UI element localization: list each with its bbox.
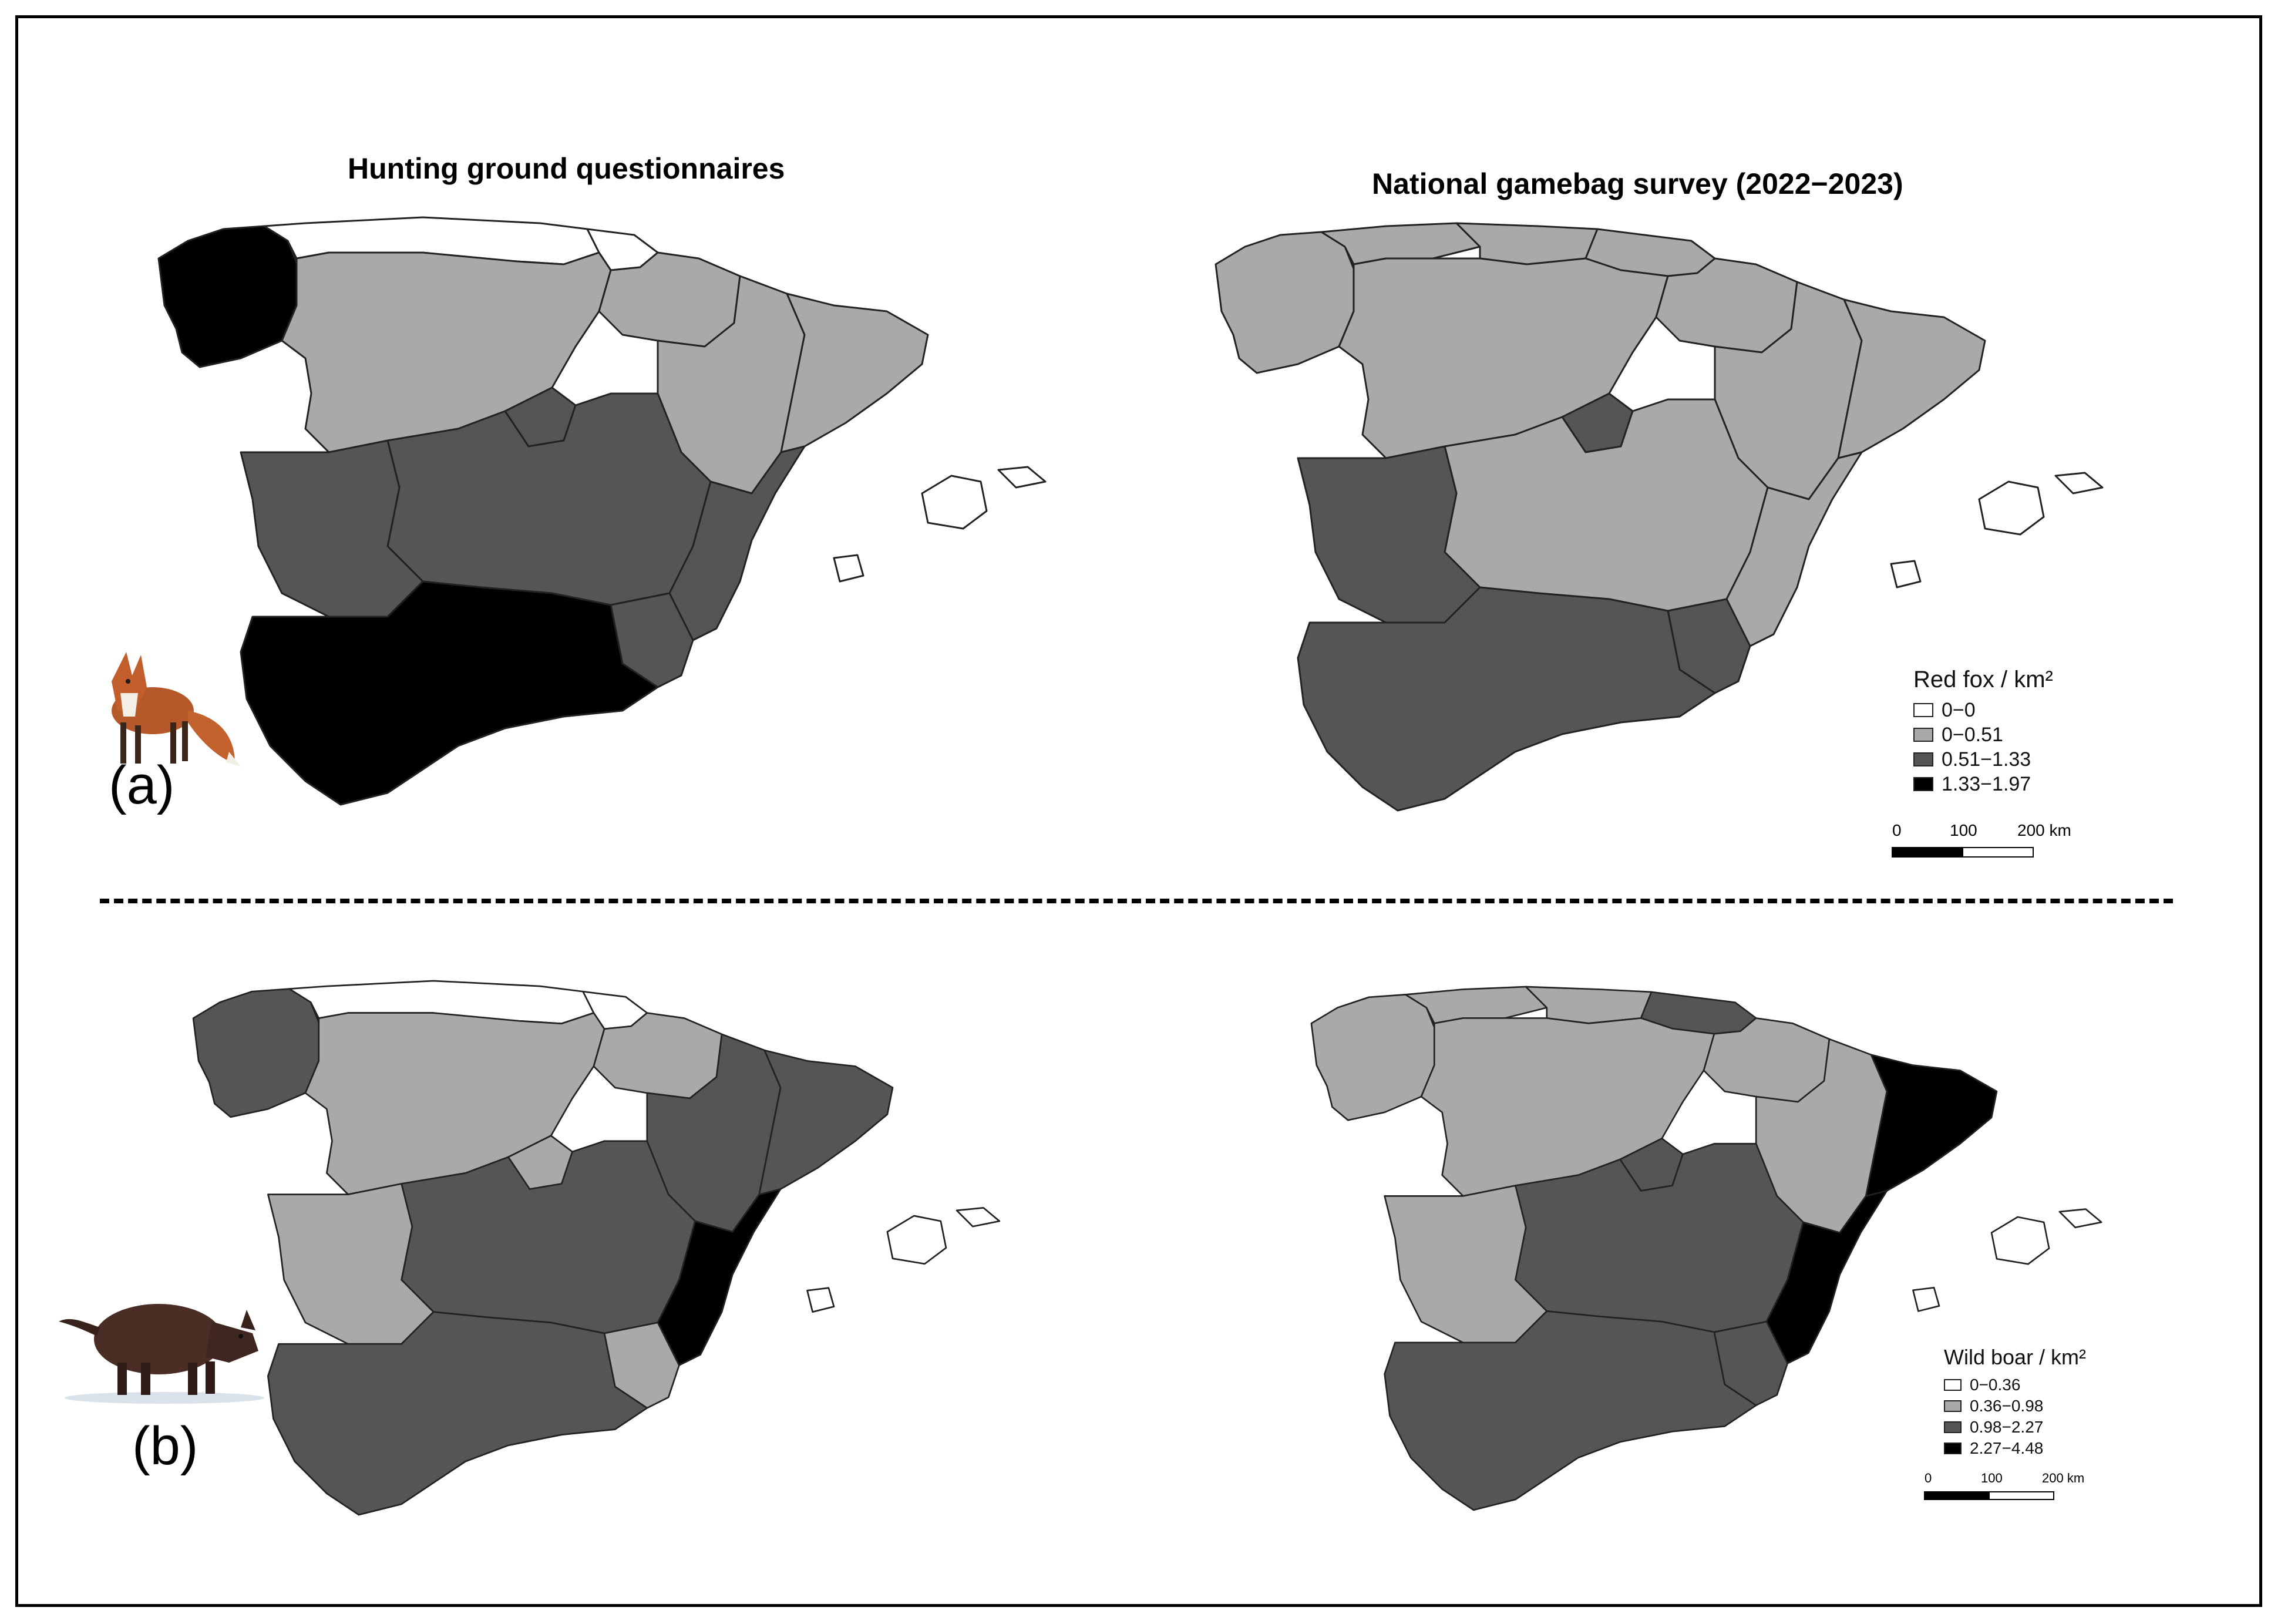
legend-fox-item: 0.51−1.33 (1913, 747, 2053, 772)
region-balearic-islands (956, 1207, 1001, 1228)
map-fox-gamebag (1214, 222, 2104, 812)
figure-frame (15, 15, 2262, 1607)
scalebar-boar-tick-0: 0 (1925, 1471, 1932, 1485)
swatch-class0 (1913, 703, 1933, 717)
map-boar-gamebag (1310, 986, 2102, 1511)
region-balearic-islands (1912, 1286, 1940, 1312)
swatch-class1 (1913, 728, 1933, 742)
scalebar-boar-tick-1: 100 (1981, 1471, 2003, 1485)
legend-fox-item: 0−0 (1913, 698, 2053, 722)
panel-label-b: (b) (132, 1416, 199, 1476)
region-menorca (997, 466, 1047, 489)
scalebar-fox-tick-0: 0 (1892, 821, 1902, 839)
region-andalusia (1384, 1310, 1757, 1511)
region-balearic-islands (2058, 1208, 2102, 1229)
swatch-class0 (1944, 1379, 1962, 1391)
swatch-class2 (1944, 1421, 1962, 1433)
region-balearic-islands (806, 1287, 835, 1313)
region-valencia (1725, 451, 1863, 647)
legend-fox-item: 1.33−1.97 (1913, 772, 2053, 796)
region-valencia (668, 445, 806, 641)
legend-boar: Wild boar / km² 0−0.36 0.36−0.98 0.98−2.… (1944, 1345, 2086, 1459)
map-boar-questionnaires (192, 980, 1001, 1516)
region-galicia (1310, 994, 1438, 1121)
scalebar-fox-tick-1: 100 (1950, 821, 1977, 839)
region-andalusia (1297, 586, 1716, 812)
legend-boar-item: 2.27−4.48 (1944, 1438, 2086, 1459)
map-fox-questionnaires (157, 216, 1047, 806)
legend-fox-title: Red fox / km² (1913, 667, 2053, 692)
region-catalonia (780, 292, 929, 453)
region-mallorca (921, 475, 988, 530)
scalebar-fox: 0 100 200 km (1892, 821, 2071, 858)
region-catalonia (758, 1049, 894, 1195)
legend-boar-item: 0.98−2.27 (1944, 1417, 2086, 1438)
region-andalusia (240, 580, 659, 806)
legend-fox: Red fox / km² 0−0 0−0.51 0.51−1.33 1.33−… (1913, 667, 2053, 796)
swatch-class3 (1913, 777, 1933, 791)
legend-boar-item: 0−0.36 (1944, 1374, 2086, 1396)
region-galicia (192, 988, 322, 1118)
swatch-class1 (1944, 1400, 1962, 1412)
region-catalonia (1865, 1054, 1998, 1197)
legend-fox-item: 0−0.51 (1913, 722, 2053, 747)
region-balearic-islands (1890, 560, 1922, 589)
scalebar-fox-tick-2: 200 km (2017, 821, 2071, 839)
region-balearic-islands (2054, 472, 2104, 495)
region-valencia (657, 1188, 782, 1366)
region-ibiza (833, 554, 864, 583)
scalebar-boar-tick-2: 200 km (2042, 1471, 2084, 1485)
region-balearic-islands (1990, 1216, 2050, 1265)
region-valencia (1765, 1190, 1888, 1364)
region-balearic-islands (886, 1215, 947, 1265)
red-fox-illustration (112, 652, 241, 766)
region-galicia (157, 225, 301, 368)
title-right: National gamebag survey (2022−2023) (1372, 167, 1903, 200)
region-catalonia (1837, 298, 1986, 459)
region-galicia (1214, 231, 1358, 374)
legend-boar-item: 0.36−0.98 (1944, 1396, 2086, 1417)
legend-boar-title: Wild boar / km² (1944, 1345, 2087, 1369)
panel-divider (100, 899, 2173, 903)
scalebar-boar: 0 100 200 km (1924, 1471, 2084, 1500)
swatch-class2 (1913, 752, 1933, 766)
region-andalusia (267, 1311, 648, 1516)
region-balearic-islands (1978, 480, 2045, 536)
panel-label-a: (a) (109, 755, 175, 815)
wild-boar-illustration (59, 1304, 264, 1404)
title-left: Hunting ground questionnaires (348, 152, 785, 185)
swatch-class3 (1944, 1443, 1962, 1454)
